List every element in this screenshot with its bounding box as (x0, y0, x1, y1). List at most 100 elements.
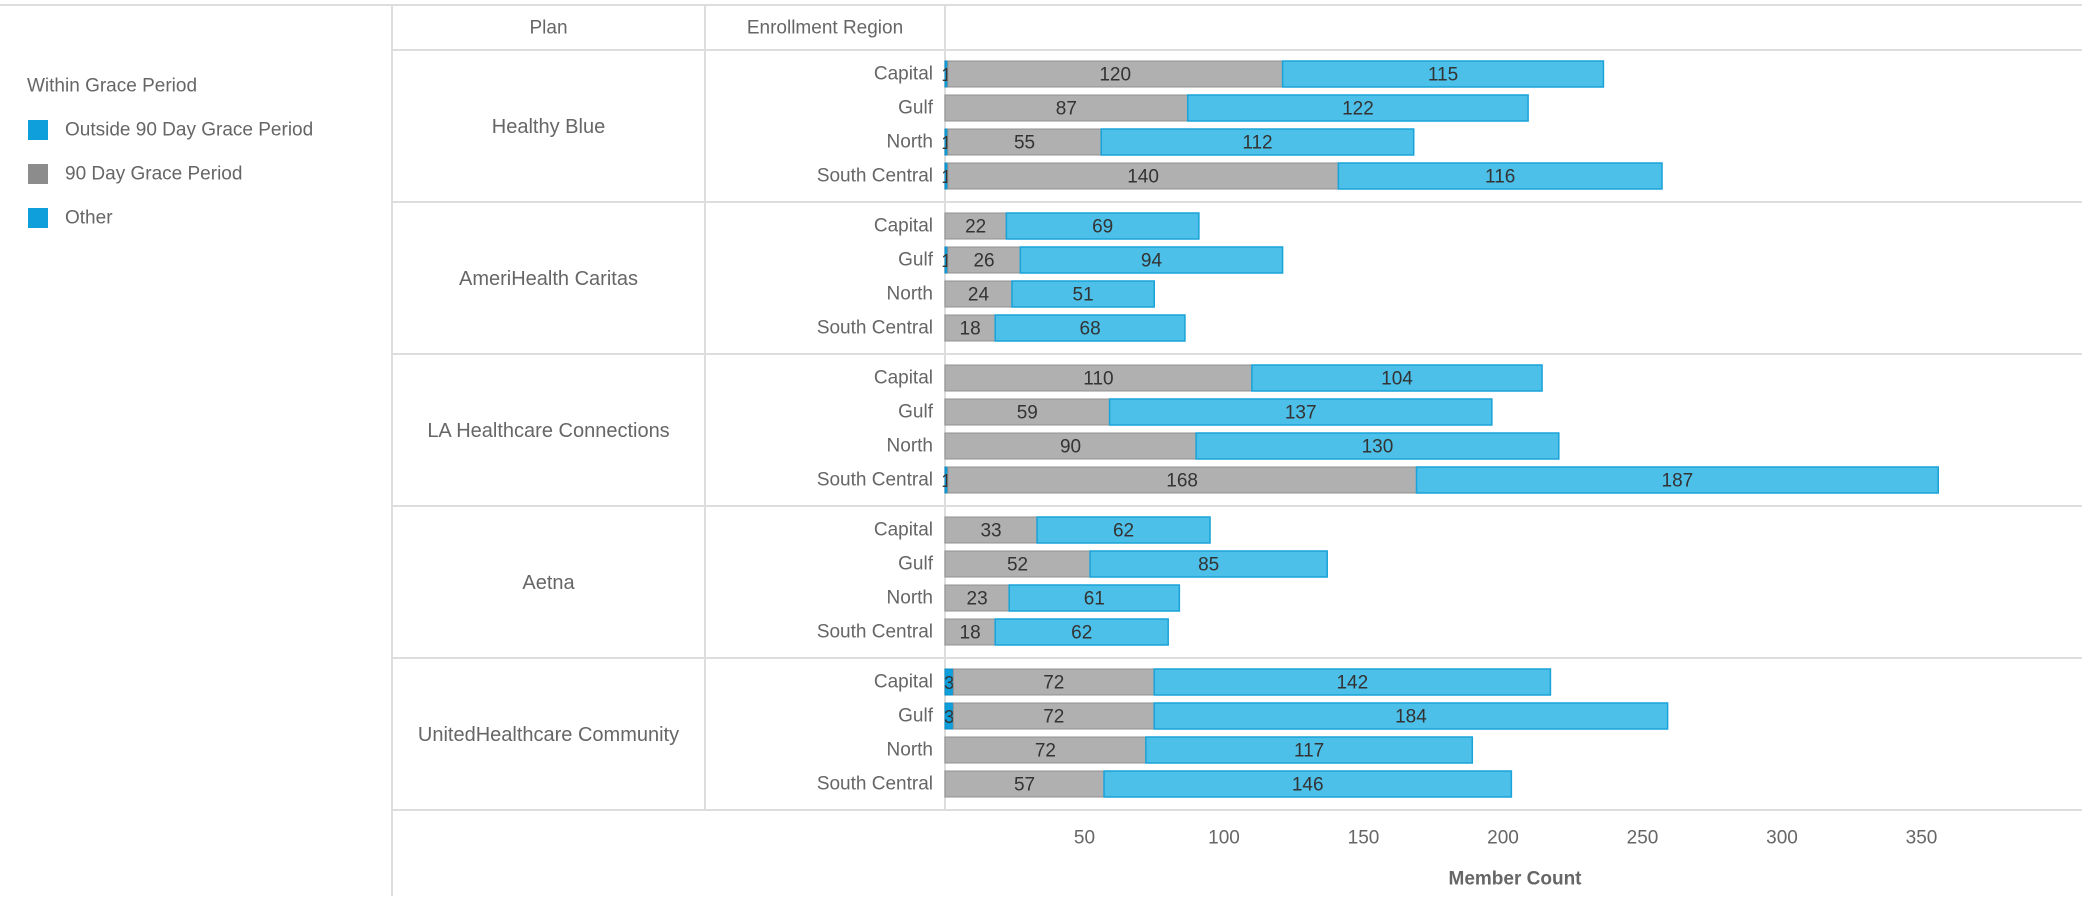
bar-value-label-outside: 51 (1073, 285, 1094, 306)
bar-segment-outside[interactable] (1008, 584, 1181, 612)
bar-segment-outside[interactable] (994, 314, 1186, 342)
bar-value-label-other: 1 (941, 133, 951, 153)
bar-segment-outside[interactable] (1145, 736, 1474, 764)
column-header-region: Enrollment Region (747, 18, 903, 39)
bar-value-label-outside: 142 (1336, 673, 1368, 694)
region-label: Gulf (898, 402, 934, 423)
region-label: Capital (874, 520, 933, 541)
bar-value-label-grace: 168 (1166, 471, 1198, 492)
bar-segment-outside[interactable] (1019, 246, 1284, 274)
bar-segment-grace[interactable] (944, 280, 1013, 308)
bar-segment-grace[interactable] (947, 128, 1102, 156)
bar-value-label-grace: 120 (1099, 65, 1131, 86)
region-label: South Central (817, 318, 933, 339)
legend-swatch (28, 120, 48, 140)
region-label: South Central (817, 774, 933, 795)
plan-label: UnitedHealthcare Community (418, 724, 679, 746)
bar-segment-outside[interactable] (1100, 128, 1415, 156)
x-axis-title: Member Count (1449, 869, 1583, 890)
bar-segment-outside[interactable] (1186, 94, 1529, 122)
bar-segment-outside[interactable] (1195, 432, 1560, 460)
bar-segment-outside[interactable] (994, 618, 1169, 646)
bar-value-label-other: 1 (941, 471, 951, 491)
bar-value-label-grace: 52 (1007, 555, 1028, 576)
legend-item-label: Outside 90 Day Grace Period (65, 120, 313, 141)
bar-segment-grace[interactable] (944, 736, 1147, 764)
x-tick-label: 200 (1487, 828, 1519, 849)
plan-label: LA Healthcare Connections (427, 420, 669, 442)
plan-label: Healthy Blue (492, 116, 605, 138)
bar-value-label-other: 1 (941, 65, 951, 85)
bar-value-label-outside: 94 (1141, 251, 1163, 272)
bar-value-label-outside: 117 (1294, 741, 1324, 762)
bar-value-label-other: 3 (944, 707, 954, 727)
legend-swatch (28, 164, 48, 184)
legend-item-label: Other (65, 208, 113, 229)
bar-segment-outside[interactable] (1153, 668, 1552, 696)
bar-value-label-grace: 90 (1060, 437, 1081, 458)
legend-swatch (28, 208, 48, 228)
bar-value-label-outside: 184 (1395, 707, 1427, 728)
bar-value-label-grace: 26 (973, 251, 994, 272)
column-header-plan: Plan (529, 18, 567, 39)
bar-value-label-outside: 85 (1198, 555, 1219, 576)
bar-value-label-outside: 112 (1242, 133, 1272, 154)
bar-segment-grace[interactable] (947, 162, 1339, 190)
bar-segment-grace[interactable] (944, 516, 1038, 544)
region-label: Gulf (898, 706, 934, 727)
bar-value-label-outside: 122 (1342, 99, 1374, 120)
bar-segment-outside[interactable] (1089, 550, 1328, 578)
bar-value-label-grace: 18 (960, 623, 981, 644)
plan-label: AmeriHealth Caritas (459, 268, 638, 290)
x-tick-label: 150 (1348, 828, 1380, 849)
bar-segment-outside[interactable] (1011, 280, 1156, 308)
bar-value-label-outside: 104 (1381, 369, 1413, 390)
bar-segment-outside[interactable] (1036, 516, 1211, 544)
region-label: Gulf (898, 98, 934, 119)
bar-value-label-outside: 130 (1362, 437, 1394, 458)
bar-segment-outside[interactable] (1337, 162, 1663, 190)
bar-segment-grace[interactable] (947, 246, 1021, 274)
bar-segment-outside[interactable] (1281, 60, 1605, 88)
x-tick-label: 300 (1766, 828, 1798, 849)
bar-segment-grace[interactable] (952, 668, 1155, 696)
bar-segment-grace[interactable] (944, 432, 1197, 460)
region-label: Capital (874, 216, 933, 237)
region-label: South Central (817, 166, 933, 187)
bar-segment-outside[interactable] (1415, 466, 1939, 494)
region-label: Capital (874, 368, 933, 389)
bar-value-label-grace: 33 (980, 521, 1001, 542)
bar-segment-grace[interactable] (944, 550, 1091, 578)
bar-value-label-grace: 110 (1083, 369, 1113, 390)
bar-value-label-outside: 187 (1662, 471, 1694, 492)
bar-value-label-other: 1 (941, 251, 951, 271)
bar-value-label-outside: 115 (1428, 65, 1458, 86)
x-tick-label: 50 (1074, 828, 1095, 849)
bar-segment-outside[interactable] (1005, 212, 1200, 240)
bar-segment-grace[interactable] (944, 398, 1111, 426)
region-label: North (887, 436, 933, 457)
bar-value-label-grace: 72 (1043, 673, 1064, 694)
bar-segment-outside[interactable] (1103, 770, 1513, 798)
bar-segment-grace[interactable] (947, 60, 1284, 88)
bar-value-label-grace: 55 (1014, 133, 1035, 154)
bar-segment-outside[interactable] (1153, 702, 1669, 730)
x-tick-label: 350 (1906, 828, 1938, 849)
bar-segment-grace[interactable] (944, 584, 1010, 612)
region-label: North (887, 284, 933, 305)
bar-value-label-outside: 69 (1092, 217, 1113, 238)
bar-segment-grace[interactable] (944, 212, 1007, 240)
bar-value-label-other: 3 (944, 673, 954, 693)
bar-segment-outside[interactable] (1251, 364, 1543, 392)
bar-segment-grace[interactable] (947, 466, 1418, 494)
bar-value-label-grace: 18 (960, 319, 981, 340)
bar-value-label-grace: 140 (1127, 167, 1159, 188)
plan-label: Aetna (522, 572, 575, 594)
bar-segment-outside[interactable] (1108, 398, 1493, 426)
bar-segment-grace[interactable] (944, 770, 1105, 798)
region-label: South Central (817, 470, 933, 491)
region-label: Gulf (898, 554, 934, 575)
bar-value-label-outside: 68 (1080, 319, 1101, 340)
